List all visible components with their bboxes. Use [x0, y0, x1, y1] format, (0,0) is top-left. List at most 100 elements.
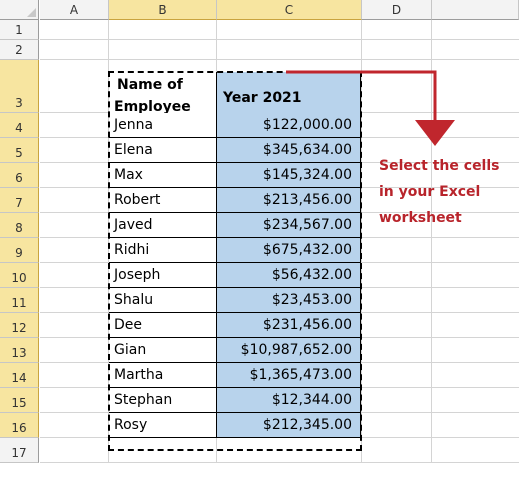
grid-cell[interactable] — [362, 388, 432, 413]
grid-cell[interactable] — [362, 213, 432, 238]
row-number: 15 — [11, 396, 27, 410]
grid-cell[interactable] — [109, 20, 217, 40]
grid-cell[interactable] — [432, 363, 519, 388]
header-name-line2: Employee — [114, 99, 191, 115]
employee-name-cell[interactable]: Jenna — [109, 113, 217, 138]
grid-cell[interactable] — [362, 438, 432, 463]
column-header-a[interactable]: A — [40, 0, 109, 20]
row-number: 14 — [11, 371, 27, 385]
grid-cell[interactable] — [432, 413, 519, 438]
grid-cell[interactable] — [432, 138, 519, 163]
row-header-14[interactable]: 14 — [0, 363, 39, 388]
grid-cell[interactable] — [362, 40, 432, 60]
row-header-15[interactable]: 15 — [0, 388, 39, 413]
grid-cell[interactable] — [362, 313, 432, 338]
grid-cell[interactable] — [432, 438, 519, 463]
grid-cell[interactable] — [432, 313, 519, 338]
row-header-12[interactable]: 12 — [0, 313, 39, 338]
callout-line-1: Select the cells — [379, 158, 500, 174]
row-number: 8 — [15, 221, 23, 235]
year-2021-amount-cell[interactable]: $56,432.00 — [217, 263, 361, 288]
grid-cell[interactable] — [362, 188, 432, 213]
grid-cell[interactable] — [432, 20, 519, 40]
callout-line-2: in your Excel — [379, 184, 481, 200]
employee-name-cell[interactable]: Dee — [109, 313, 217, 338]
row-header-7[interactable]: 7 — [0, 188, 39, 213]
grid-cell[interactable] — [109, 40, 217, 60]
year-2021-amount-cell[interactable]: $145,324.00 — [217, 163, 361, 188]
column-header-b[interactable]: B — [109, 0, 217, 20]
row-header-10[interactable]: 10 — [0, 263, 39, 288]
year-2021-amount-cell[interactable]: $1,365,473.00 — [217, 363, 361, 388]
year-2021-amount-cell[interactable]: $231,456.00 — [217, 313, 361, 338]
grid-cell[interactable] — [432, 40, 519, 60]
row-header-1[interactable]: 1 — [0, 20, 39, 40]
employee-name-cell[interactable]: Rosy — [109, 413, 217, 438]
grid-cell[interactable] — [432, 288, 519, 313]
grid-cell[interactable] — [362, 288, 432, 313]
row-header-6[interactable]: 6 — [0, 163, 39, 188]
row-header-8[interactable]: 8 — [0, 213, 39, 238]
row-header-5[interactable]: 5 — [0, 138, 39, 163]
row-number: 16 — [11, 421, 27, 435]
grid-cell[interactable] — [432, 60, 519, 113]
employee-name-cell[interactable]: Robert — [109, 188, 217, 213]
grid-cell[interactable] — [40, 20, 109, 40]
grid-cell[interactable] — [362, 263, 432, 288]
employee-name-cell[interactable]: Martha — [109, 363, 217, 388]
employee-name-cell[interactable]: Joseph — [109, 263, 217, 288]
select-all-corner[interactable] — [0, 0, 39, 20]
row-number: 5 — [15, 146, 23, 160]
grid-cell[interactable] — [217, 20, 362, 40]
grid-cell[interactable] — [362, 413, 432, 438]
row-header-11[interactable]: 11 — [0, 288, 39, 313]
grid-cell[interactable] — [432, 163, 519, 188]
year-2021-amount-cell[interactable]: $212,345.00 — [217, 413, 361, 438]
grid-cell[interactable] — [362, 238, 432, 263]
row-number: 1 — [15, 23, 23, 37]
year-2021-amount-cell[interactable]: $23,453.00 — [217, 288, 361, 313]
grid-cell[interactable] — [432, 113, 519, 138]
grid-cell[interactable] — [217, 40, 362, 60]
grid-cell[interactable] — [40, 40, 109, 60]
grid-cell[interactable] — [432, 188, 519, 213]
grid-cell[interactable] — [432, 338, 519, 363]
grid-cell[interactable] — [362, 20, 432, 40]
year-2021-amount-cell[interactable]: $213,456.00 — [217, 188, 361, 213]
column-header-c[interactable]: C — [217, 0, 362, 20]
row-header-3[interactable]: 3 — [0, 60, 39, 113]
employee-name-cell[interactable]: Ridhi — [109, 238, 217, 263]
grid-cell[interactable] — [362, 163, 432, 188]
grid-cell[interactable] — [362, 138, 432, 163]
employee-name-cell[interactable]: Javed — [109, 213, 217, 238]
grid-cell[interactable] — [362, 363, 432, 388]
row-header-2[interactable]: 2 — [0, 40, 39, 60]
grid-cell[interactable] — [432, 213, 519, 238]
row-number: 12 — [11, 321, 27, 335]
row-number: 13 — [11, 346, 27, 360]
column-header-d[interactable]: D — [362, 0, 432, 20]
row-header-16[interactable]: 16 — [0, 413, 39, 438]
employee-name-cell[interactable]: Gian — [109, 338, 217, 363]
employee-name-cell[interactable]: Max — [109, 163, 217, 188]
year-2021-amount-cell[interactable]: $234,567.00 — [217, 213, 361, 238]
row-number: 6 — [15, 171, 23, 185]
row-header-13[interactable]: 13 — [0, 338, 39, 363]
row-header-4[interactable]: 4 — [0, 113, 39, 138]
grid-cell[interactable] — [432, 238, 519, 263]
year-2021-amount-cell[interactable]: $345,634.00 — [217, 138, 361, 163]
employee-name-cell[interactable]: Stephan — [109, 388, 217, 413]
row-header-17[interactable]: 17 — [0, 438, 39, 463]
employee-name-cell[interactable]: Elena — [109, 138, 217, 163]
employee-name-cell[interactable]: Shalu — [109, 288, 217, 313]
grid-cell[interactable] — [432, 388, 519, 413]
grid-cell[interactable] — [362, 338, 432, 363]
grid-cell[interactable] — [432, 263, 519, 288]
year-2021-amount-cell[interactable]: $122,000.00 — [217, 113, 361, 138]
row-header-9[interactable]: 9 — [0, 238, 39, 263]
year-2021-amount-cell[interactable]: $10,987,652.00 — [217, 338, 361, 363]
grid-cell[interactable] — [362, 60, 432, 113]
header-name-line1: Name of — [117, 77, 183, 93]
